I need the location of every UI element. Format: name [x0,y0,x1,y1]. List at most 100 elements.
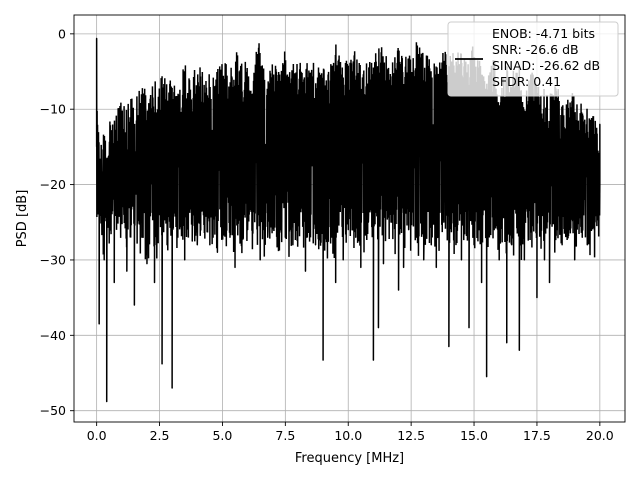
psd-data-point [101,199,103,201]
psd-data-point [176,229,178,231]
psd-data-point [390,221,392,223]
psd-data-point [448,346,450,348]
x-tick-label: 2.5 [150,428,170,443]
x-tick-label: 15.0 [460,428,488,443]
psd-data-point [518,349,520,351]
psd-data-point [106,401,108,403]
psd-data-point [498,259,500,261]
psd-data-point [252,221,254,223]
psd-data-point [347,229,349,231]
psd-data-point [473,244,475,246]
legend-text-line: SFDR: 0.41 [492,74,561,89]
psd-data-point [314,244,317,246]
psd-data-point [234,266,236,269]
legend-text-line: SINAD: -26.62 dB [492,58,600,73]
psd-data-point [98,323,100,325]
plot-frame [73,14,626,423]
psd-data-point [415,236,417,238]
psd-data-point [581,236,583,238]
psd-data-point [309,229,312,231]
psd-data-point [247,229,249,231]
psd-data-point [241,214,244,216]
psd-data-point [430,244,432,246]
psd-data-point [297,221,299,223]
y-tick-label: −50 [40,403,66,418]
y-axis-label: PSD [dB] [15,190,30,248]
psd-data-point [372,359,375,361]
psd-data-point [586,244,588,246]
psd-data-point [367,221,369,223]
psd-data-point [531,229,533,231]
psd-data-point [133,304,135,306]
x-tick-label: 10.0 [334,428,362,443]
psd-data-point [113,281,115,284]
psd-data-point [158,214,161,216]
x-tick-label: 0.0 [87,428,107,443]
psd-data-point [284,236,286,238]
psd-data-point [108,168,110,171]
psd-data-point [267,236,269,238]
psd-data-point [599,123,601,125]
psd-data-point [548,281,551,284]
psd-data-point [423,259,425,261]
psd-data-point [561,244,563,246]
psd-data-point [196,244,198,246]
x-tick-label: 5.0 [212,428,232,443]
psd-data-point [126,270,128,272]
psd-data-point [455,236,458,238]
psd-data-point [153,281,156,284]
y-tick-label: 0 [58,26,66,41]
psd-data-point [480,281,483,284]
psd-data-point [569,229,571,231]
psd-data-point [342,259,344,261]
legend-text-line: SNR: -26.6 dB [492,42,579,57]
psd-data-point [221,221,224,223]
psd-line [95,38,601,402]
psd-data-point [121,221,123,223]
psd-data-point [460,259,463,261]
psd-data-point [543,259,546,261]
psd-data-point [166,244,168,246]
psd-data-point [493,229,495,231]
psd-data-point [402,266,405,269]
psd-data-point [335,281,337,284]
psd-data-point [103,259,105,261]
psd-data-point [96,37,98,39]
x-tick-label: 7.5 [275,428,295,443]
legend-box [447,21,619,97]
psd-data-point [272,214,274,216]
y-tick-label: −30 [40,252,66,267]
psd-data-point [511,244,513,246]
psd-data-point [486,376,488,378]
psd-data-point [377,327,380,329]
y-tick-label: −40 [40,328,66,343]
y-tick-label: −10 [40,102,66,117]
psd-data-point [292,244,294,246]
x-tick-label: 20.0 [586,428,614,443]
psd-data-point [594,221,596,223]
psd-data-point [204,229,206,231]
psd-data-point [184,259,186,261]
x-tick-label: 12.5 [397,428,425,443]
psd-data-point [304,270,307,272]
psd-data-point [443,221,445,223]
psd-data-point [355,236,357,238]
psd-data-point [468,327,470,329]
psd-data-point [382,263,385,265]
psd-data-point [322,359,324,361]
psd-data-point [141,236,143,238]
psd-data-point [397,289,400,291]
psd-data-point [435,266,437,269]
psd-data-point [229,236,231,238]
psd-data-point [574,259,576,261]
x-axis-label: Frequency [MHz] [295,451,404,466]
psd-data-point [161,363,163,365]
x-tick-label: 17.5 [523,428,551,443]
legend-text-line: ENOB: -4.71 bits [492,26,595,41]
series-psd [95,37,601,403]
psd-data-point [523,259,525,261]
psd-data-point [171,387,173,389]
psd-data-point [209,244,211,246]
